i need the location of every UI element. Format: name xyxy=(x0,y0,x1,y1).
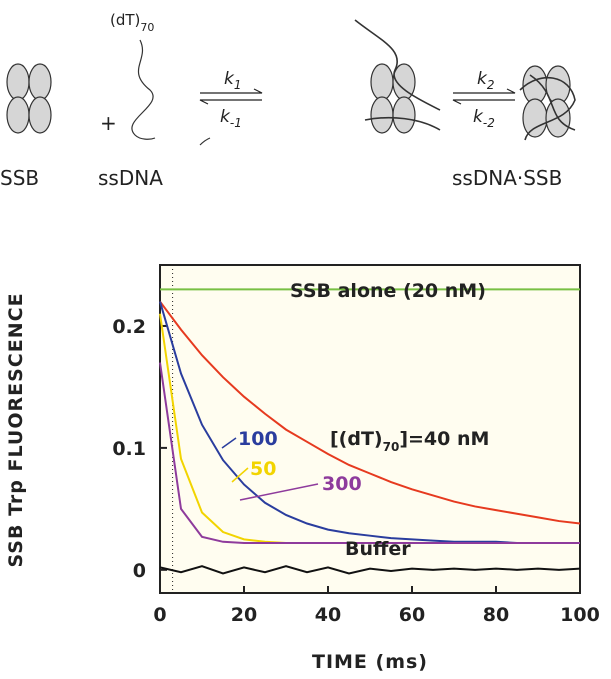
conc-label: [(dT)70]=40 nM xyxy=(330,428,489,454)
ssdna-label: ssDNA xyxy=(98,166,163,190)
series-label: 300 xyxy=(322,473,362,495)
k1: k1 xyxy=(224,69,242,92)
label-leaders xyxy=(221,437,319,501)
complex-label: ssDNA·SSB xyxy=(452,166,562,190)
k2: k2 xyxy=(477,69,495,92)
series-line xyxy=(159,300,581,525)
x-tick-label: 0 xyxy=(153,604,166,626)
x-tick-label: 100 xyxy=(560,604,600,626)
dt-label: (dT)70 xyxy=(110,11,154,34)
y-axis-label: SSB Trp FLUORESCENCE xyxy=(5,292,27,567)
scheme xyxy=(6,19,576,146)
y-tick-label: 0.2 xyxy=(112,316,146,338)
series-line xyxy=(159,565,581,575)
series-label: SSB alone (20 nM) xyxy=(290,280,486,302)
x-tick-label: 40 xyxy=(315,604,341,626)
ssb-label: SSB xyxy=(0,166,39,190)
x-tick-label: 80 xyxy=(483,604,509,626)
plus: + xyxy=(100,111,117,135)
x-tick-label: 60 xyxy=(399,604,425,626)
plot-frame xyxy=(159,264,581,594)
y-tick-label: 0 xyxy=(133,560,146,582)
plot: 0 20 40 60 80 100 0 0.1 0.2 xyxy=(112,265,600,626)
x-axis-label: TIME (ms) xyxy=(312,651,428,673)
series-label: 100 xyxy=(238,428,278,450)
x-tick-label: 20 xyxy=(231,604,257,626)
k-1: k-1 xyxy=(220,107,242,130)
y-tick-label: 0.1 xyxy=(112,438,146,460)
series-label: Buffer xyxy=(345,538,411,560)
series-line xyxy=(159,362,580,545)
series-label: 50 xyxy=(250,458,276,480)
k-2: k-2 xyxy=(473,107,495,130)
